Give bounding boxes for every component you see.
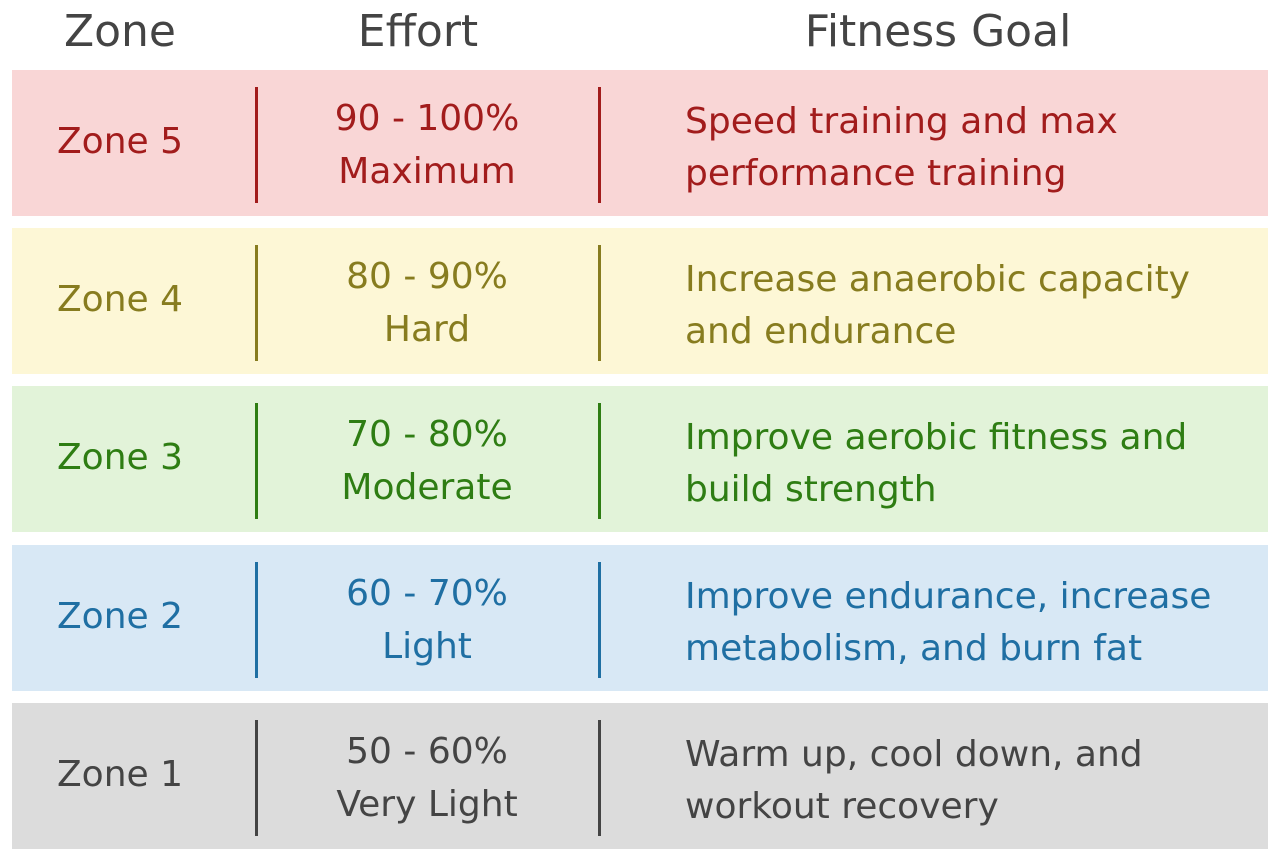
effort-text: Hard: [383, 309, 471, 350]
divider: [598, 720, 601, 836]
zone-label: Zone 2: [57, 596, 183, 637]
zone-label: Zone 3: [57, 437, 183, 478]
goal-text: performance training: [685, 153, 1067, 194]
zone-label: Zone 1: [57, 754, 183, 795]
zone-label: Zone 5: [57, 121, 183, 162]
divider: [598, 562, 601, 678]
goal-text: Increase anaerobic capacity: [685, 259, 1190, 300]
effort-text: 90 - 100%: [334, 98, 520, 139]
zone-row: Zone 4 80 - 90% Hard Increase anaerobic cap…: [12, 228, 1268, 374]
effort-text: 60 - 70%: [346, 573, 508, 614]
effort-text: Light: [382, 626, 472, 667]
divider: [255, 403, 258, 519]
effort-text: Maximum: [338, 151, 516, 192]
goal-text: Warm up, cool down, and: [685, 734, 1143, 775]
divider: [598, 87, 601, 203]
divider: [255, 245, 258, 361]
goal-text: build strength: [685, 469, 937, 510]
divider: [255, 562, 258, 678]
effort-text: 70 - 80%: [346, 414, 508, 455]
divider: [598, 245, 601, 361]
header-zone: Zone: [63, 6, 177, 57]
goal-text: Speed training and max: [685, 101, 1118, 142]
zone-row: Zone 1 50 - 60% Very Light Warm up, cool do…: [12, 703, 1268, 849]
effort-text: 80 - 90%: [346, 256, 508, 297]
divider: [255, 720, 258, 836]
goal-text: metabolism, and burn fat: [685, 628, 1143, 669]
header-effort: Effort: [357, 6, 479, 57]
effort-text: Moderate: [341, 467, 513, 508]
goal-text: workout recovery: [685, 786, 999, 827]
effort-text: Very Light: [336, 784, 518, 825]
zone-row: Zone 2 60 - 70% Light Improve endurance, in…: [12, 545, 1268, 691]
effort-text: 50 - 60%: [346, 731, 508, 772]
divider: [255, 87, 258, 203]
zone-row: Zone 3 70 - 80% Moderate Improve aerobic fi…: [12, 386, 1268, 532]
zone-label: Zone 4: [57, 279, 183, 320]
goal-text: and endurance: [685, 311, 957, 352]
divider: [598, 403, 601, 519]
zone-row: Zone 5 90 - 100% Maximum Speed training and…: [12, 70, 1268, 216]
goal-text: Improve endurance, increase: [685, 576, 1212, 617]
goal-text: Improve aerobic fitness and: [685, 417, 1188, 458]
header-goal: Fitness Goal: [804, 6, 1072, 57]
